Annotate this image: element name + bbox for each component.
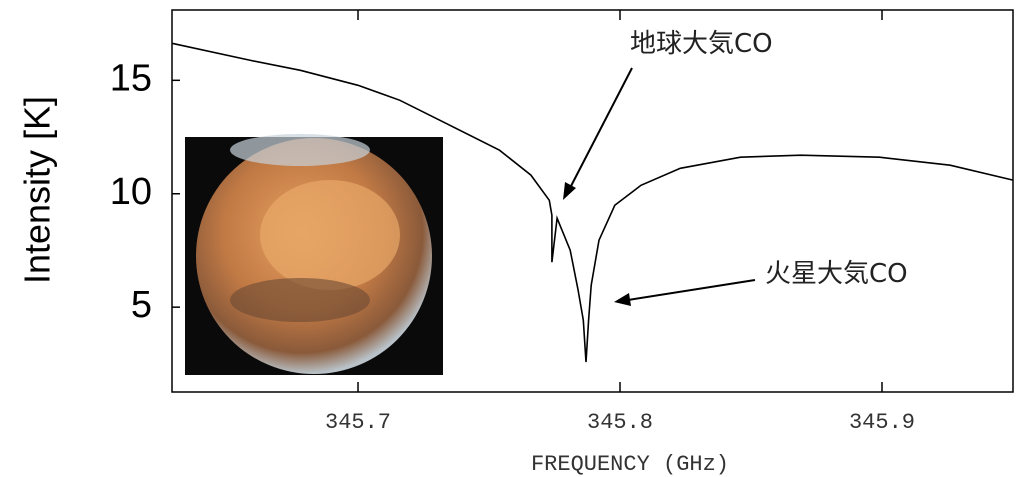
x-tick-label: 345.9 xyxy=(849,410,915,435)
y-tick-label: 10 xyxy=(110,171,152,213)
x-tick-label: 345.8 xyxy=(587,410,653,435)
annotation: 地球大気CO xyxy=(630,29,773,59)
annotation: 火星大気CO xyxy=(765,259,908,289)
plot-frame xyxy=(171,9,1014,393)
data-line xyxy=(171,42,1014,363)
annotation-arrow xyxy=(563,67,756,306)
mars-image xyxy=(185,134,443,375)
x-tick-label: 345.7 xyxy=(325,410,391,435)
y-axis-label: Intensity [K] xyxy=(17,96,58,284)
x-axis-label: FREQUENCY (GHz) xyxy=(531,452,729,477)
y-tick-label: 5 xyxy=(131,284,152,326)
y-tick-label: 15 xyxy=(110,57,152,99)
